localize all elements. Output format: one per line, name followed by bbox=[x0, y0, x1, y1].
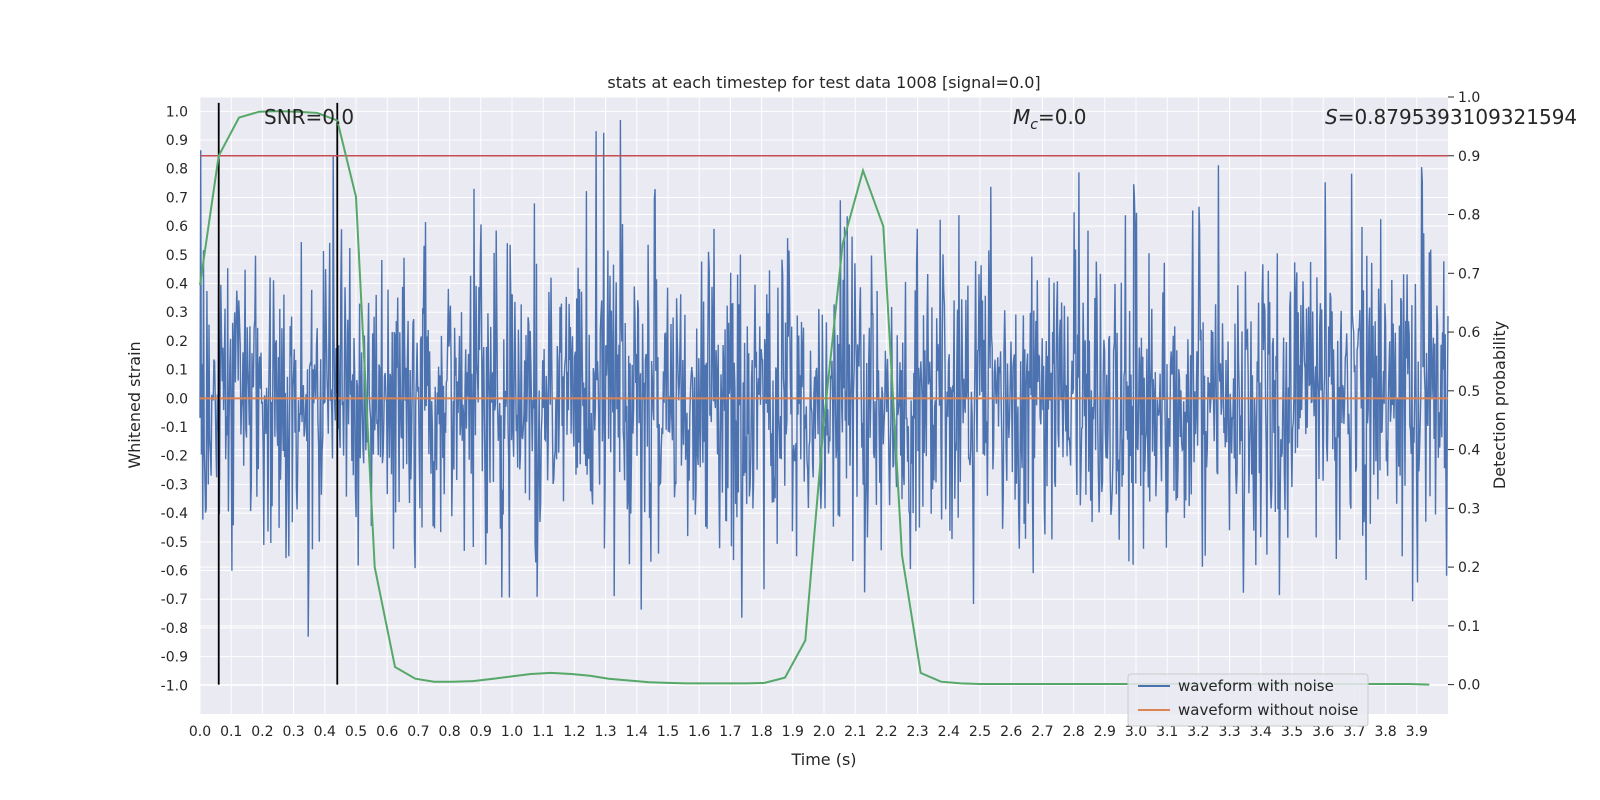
y-tick-labels: 1.0 0.9 0.8 0.7 0.6 0.5 0.4 0.3 0.2 0.1 0.0 -0.1 -0.… bbox=[161, 104, 188, 694]
y-tick-label: 0.0 bbox=[166, 391, 188, 407]
y-tick-label: -0.8 bbox=[161, 621, 188, 637]
chirp-mass-annotation: Mc=0.0 bbox=[1013, 105, 1087, 133]
x-tick-label: 0.6 bbox=[376, 724, 398, 740]
y-tick-label: -1.0 bbox=[161, 678, 188, 694]
y-tick-label: 0.4 bbox=[166, 277, 188, 293]
y-tick-label: -0.4 bbox=[161, 506, 188, 522]
x-tick-label: 0.8 bbox=[438, 724, 460, 740]
y-tick-label: 0.6 bbox=[166, 219, 188, 235]
x-tick-label: 1.8 bbox=[750, 724, 772, 740]
y-grid bbox=[200, 110, 1448, 686]
y-tick-label: -0.3 bbox=[161, 477, 188, 493]
legend: waveform with noise waveform without noi… bbox=[1127, 673, 1369, 727]
y-tick-label: -0.9 bbox=[161, 650, 188, 666]
x-tick-label: 3.7 bbox=[1343, 724, 1365, 740]
x-tick-label: 0.4 bbox=[314, 724, 336, 740]
x-tick-label: 1.2 bbox=[563, 724, 585, 740]
s-value: =0.8795393109321594 bbox=[1338, 105, 1577, 129]
x-tick-label: 3.1 bbox=[1156, 724, 1178, 740]
legend-label-noise: waveform with noise bbox=[1178, 677, 1334, 695]
mc-symbol: M bbox=[1013, 105, 1030, 129]
x-tick-label: 2.2 bbox=[875, 724, 897, 740]
x-tick-label: 2.1 bbox=[844, 724, 866, 740]
x-tick-label: 3.2 bbox=[1187, 724, 1209, 740]
y-tick-label: -0.1 bbox=[161, 420, 188, 436]
y2-tick-label: 1.0 bbox=[1458, 90, 1480, 106]
y-tick-label: -0.2 bbox=[161, 449, 188, 465]
x-tick-label: 1.9 bbox=[782, 724, 804, 740]
legend-label-clean: waveform without noise bbox=[1178, 701, 1358, 719]
x-tick-label: 0.5 bbox=[345, 724, 367, 740]
score-annotation: S=0.8795393109321594 bbox=[1325, 105, 1577, 129]
x-tick-label: 2.7 bbox=[1031, 724, 1053, 740]
x-tick-label: 2.3 bbox=[906, 724, 928, 740]
x-tick-label: 1.7 bbox=[719, 724, 741, 740]
y2-tick-label: 0.3 bbox=[1458, 501, 1480, 517]
x-tick-label: 0.3 bbox=[282, 724, 304, 740]
y-tick-label: -0.5 bbox=[161, 535, 188, 551]
y-tick-label: 0.3 bbox=[166, 305, 188, 321]
x-tick-label: 3.6 bbox=[1312, 724, 1334, 740]
legend-box bbox=[1127, 673, 1369, 727]
y-tick-label: 0.2 bbox=[166, 334, 188, 350]
x-tick-label: 3.0 bbox=[1125, 724, 1147, 740]
y-tick-label: 0.7 bbox=[166, 190, 188, 206]
y-tick-label: 0.1 bbox=[166, 363, 188, 379]
y-tick-label: -0.7 bbox=[161, 592, 188, 608]
x-tick-label: 2.9 bbox=[1094, 724, 1116, 740]
y2-tick-label: 0.0 bbox=[1458, 678, 1480, 694]
y-tick-label: 1.0 bbox=[166, 104, 188, 120]
y-tick-label: 0.5 bbox=[166, 248, 188, 264]
x-tick-label: 1.4 bbox=[626, 724, 648, 740]
y-tick-label: 0.9 bbox=[166, 133, 188, 149]
x-tick-label: 2.5 bbox=[969, 724, 991, 740]
s-symbol: S bbox=[1325, 105, 1338, 129]
vertical-markers bbox=[217, 102, 339, 685]
x-tick-label: 0.2 bbox=[251, 724, 273, 740]
x-tick-label: 1.1 bbox=[532, 724, 554, 740]
y-tick-label: 0.8 bbox=[166, 162, 188, 178]
x-tick-label: 0.0 bbox=[189, 724, 211, 740]
y-tick-label: -0.6 bbox=[161, 564, 188, 580]
y2-tick-label: 0.4 bbox=[1458, 443, 1480, 459]
x-tick-label: 0.1 bbox=[220, 724, 242, 740]
x-tick-label: 3.8 bbox=[1374, 724, 1396, 740]
mc-value: =0.0 bbox=[1038, 105, 1087, 129]
x-tick-label: 2.6 bbox=[1000, 724, 1022, 740]
y-axis-label: Whitened strain bbox=[125, 341, 144, 468]
y2-axis-label: Detection probability bbox=[1490, 321, 1509, 489]
x-tick-label: 1.0 bbox=[501, 724, 523, 740]
x-tick-labels: 0.0 0.1 0.2 0.3 0.4 0.5 0.6 0.7 0.8 0.9 1.0 1.1 1.2 1… bbox=[189, 724, 1428, 740]
y2-tick-label: 0.8 bbox=[1458, 208, 1480, 224]
x-tick-label: 3.4 bbox=[1250, 724, 1272, 740]
x-tick-label: 0.9 bbox=[470, 724, 492, 740]
snr-annotation: SNR=0.0 bbox=[264, 105, 354, 129]
y2-tick-label: 0.2 bbox=[1458, 560, 1480, 576]
x-axis-label: Time (s) bbox=[790, 750, 856, 769]
y2-tick-label: 0.6 bbox=[1458, 325, 1480, 341]
x-tick-label: 2.0 bbox=[813, 724, 835, 740]
y2-tick-label: 0.9 bbox=[1458, 149, 1480, 165]
x-tick-label: 3.9 bbox=[1406, 724, 1428, 740]
x-tick-label: 3.3 bbox=[1218, 724, 1240, 740]
x-tick-label: 3.5 bbox=[1281, 724, 1303, 740]
y2-tick-labels: 1.0 0.9 0.8 0.7 0.6 0.5 0.4 0.3 0.2 0.1 0.0 bbox=[1448, 90, 1480, 694]
x-tick-label: 0.7 bbox=[407, 724, 429, 740]
y2-tick-label: 0.5 bbox=[1458, 384, 1480, 400]
y2-tick-label: 0.7 bbox=[1458, 266, 1480, 282]
x-tick-label: 1.5 bbox=[657, 724, 679, 740]
x-tick-label: 2.4 bbox=[938, 724, 960, 740]
x-tick-label: 2.8 bbox=[1062, 724, 1084, 740]
x-tick-label: 1.6 bbox=[688, 724, 710, 740]
y2-tick-label: 0.1 bbox=[1458, 619, 1480, 635]
mc-subscript: c bbox=[1030, 117, 1038, 133]
chart-title: stats at each timestep for test data 100… bbox=[607, 73, 1040, 92]
x-tick-label: 1.3 bbox=[594, 724, 616, 740]
